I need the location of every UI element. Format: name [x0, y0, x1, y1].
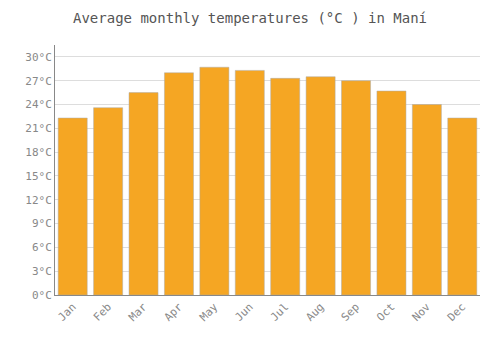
svg-text:12°C: 12°C: [25, 194, 52, 207]
svg-text:May: May: [197, 300, 221, 324]
svg-text:0°C: 0°C: [32, 289, 52, 302]
svg-text:Dec: Dec: [445, 301, 468, 324]
svg-text:3°C: 3°C: [32, 265, 52, 278]
svg-text:6°C: 6°C: [32, 241, 52, 254]
svg-text:30°C: 30°C: [25, 51, 52, 64]
svg-text:Jun: Jun: [233, 301, 256, 324]
svg-text:Oct: Oct: [374, 301, 397, 324]
svg-text:18°C: 18°C: [25, 146, 52, 159]
svg-text:Feb: Feb: [91, 301, 114, 324]
svg-text:Sep: Sep: [339, 301, 362, 324]
svg-text:27°C: 27°C: [25, 75, 52, 88]
svg-text:Aug: Aug: [303, 301, 326, 324]
svg-text:Jan: Jan: [55, 301, 78, 324]
svg-text:9°C: 9°C: [32, 217, 52, 230]
svg-text:Jul: Jul: [268, 301, 291, 324]
svg-text:Nov: Nov: [410, 300, 434, 324]
svg-text:21°C: 21°C: [25, 122, 52, 135]
svg-text:Average monthly temperatures (: Average monthly temperatures (°C ) in Ma…: [73, 10, 427, 26]
svg-text:24°C: 24°C: [25, 98, 52, 111]
svg-text:15°C: 15°C: [25, 170, 52, 183]
svg-text:Mar: Mar: [126, 300, 150, 324]
svg-text:Apr: Apr: [162, 300, 186, 324]
